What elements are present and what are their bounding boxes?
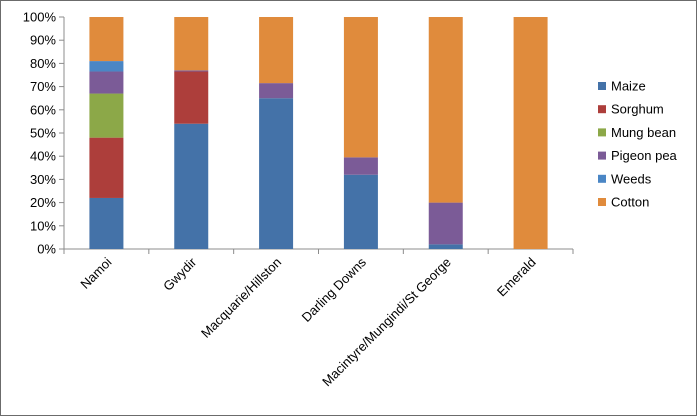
bar-sorghum-namoi	[89, 137, 124, 198]
bar-maize-macquarie-hillston	[259, 98, 294, 249]
legend-label-pigeon-pea: Pigeon pea	[611, 148, 678, 163]
legend-swatch-weeds	[598, 174, 606, 183]
x-tick-label-macquarie-hillston: Macquarie/Hillston	[198, 255, 284, 341]
bar-pigeon-pea-macintyre-mungindi-st-george	[428, 202, 463, 245]
y-tick-label: 10%	[30, 218, 56, 233]
legend-swatch-mung-bean	[598, 128, 606, 137]
bar-mung-bean-namoi	[89, 93, 124, 138]
y-tick-label: 0%	[37, 242, 56, 257]
legend: Cotton Weeds Pigeon pea Mung bean Sorghum Mai…	[598, 79, 678, 210]
bar-cotton-darling-downs	[343, 17, 378, 158]
y-tick-label: 70%	[30, 79, 56, 94]
x-tick-label-darling-downs: Darling Downs	[299, 254, 370, 325]
bar-maize-gwydir	[174, 123, 209, 249]
bars	[89, 17, 548, 249]
y-tick-label: 60%	[30, 102, 56, 117]
bar-weeds-namoi	[89, 61, 124, 72]
x-tick-label-namoi: Namoi	[77, 254, 114, 291]
bar-pigeon-pea-namoi	[89, 71, 124, 94]
legend-swatch-pigeon-pea	[598, 151, 606, 160]
y-tick-label: 80%	[30, 56, 56, 71]
bar-pigeon-pea-gwydir	[174, 70, 209, 72]
legend-label-mung-bean: Mung bean	[611, 125, 676, 140]
y-tick-label: 100%	[23, 10, 57, 25]
bar-maize-namoi	[89, 197, 124, 249]
legend-label-maize: Maize	[611, 79, 646, 94]
axes: 0% 10% 20% 30% 40% 50% 60% 70% 80% 90% 100%	[23, 10, 574, 257]
y-tick-label: 20%	[30, 195, 56, 210]
legend-swatch-cotton	[598, 198, 606, 206]
y-tick-label: 40%	[30, 149, 56, 164]
bar-cotton-gwydir	[174, 17, 209, 71]
y-tick-label: 30%	[30, 172, 56, 187]
legend-swatch-sorghum	[598, 105, 606, 114]
legend-label-weeds: Weeds	[611, 171, 652, 186]
legend-swatch-maize	[598, 82, 606, 90]
bar-cotton-emerald	[513, 17, 548, 249]
bar-pigeon-pea-darling-downs	[343, 157, 378, 175]
legend-label-sorghum: Sorghum	[611, 102, 664, 117]
y-tick-label: 50%	[30, 126, 56, 141]
bar-cotton-namoi	[89, 17, 124, 62]
y-tick-label: 90%	[30, 33, 56, 48]
x-tick-label-gwydir: Gwydir	[160, 254, 200, 294]
bar-cotton-macquarie-hillston	[259, 17, 294, 84]
bar-maize-macintyre-mungindi-st-george	[428, 244, 463, 249]
bar-cotton-macintyre-mungindi-st-george	[428, 17, 463, 203]
bar-maize-darling-downs	[343, 174, 378, 249]
bar-pigeon-pea-macquarie-hillston	[259, 83, 294, 99]
x-tick-label-emerald: Emerald	[494, 255, 539, 300]
bar-sorghum-gwydir	[174, 71, 209, 124]
legend-label-cotton: Cotton	[611, 195, 649, 210]
